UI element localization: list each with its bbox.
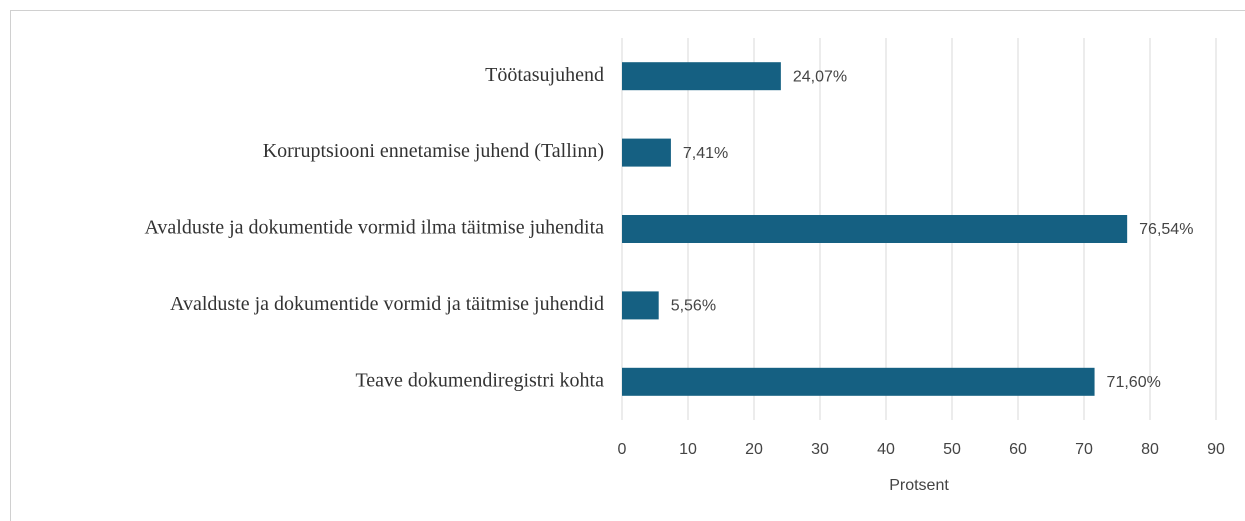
y-tick-label: Avalduste ja dokumentide vormid ja täitm… — [170, 293, 604, 315]
bar — [622, 291, 659, 320]
x-tick-label: 40 — [877, 441, 895, 458]
x-tick-label: 90 — [1207, 441, 1225, 458]
x-tick-label: 30 — [811, 441, 829, 458]
y-tick-label: Töötasujuhend — [485, 64, 604, 86]
x-tick-label: 70 — [1075, 441, 1093, 458]
x-tick-label: 0 — [618, 441, 627, 458]
value-label: 71,60% — [1107, 374, 1161, 391]
value-label: 7,41% — [683, 145, 728, 162]
bar — [622, 367, 1095, 396]
x-tick-label: 60 — [1009, 441, 1027, 458]
y-tick-label: Korruptsiooni ennetamise juhend (Tallinn… — [263, 140, 604, 162]
x-tick-label: 50 — [943, 441, 961, 458]
value-label: 5,56% — [671, 298, 716, 315]
x-axis-title: Protsent — [889, 477, 949, 494]
chart-border — [10, 10, 1245, 521]
bar — [622, 138, 671, 167]
x-tick-label: 20 — [745, 441, 763, 458]
y-tick-label: Teave dokumendiregistri kohta — [355, 369, 604, 391]
x-tick-label: 10 — [679, 441, 697, 458]
bar — [622, 62, 781, 91]
x-tick-label: 80 — [1141, 441, 1159, 458]
y-tick-label: Avalduste ja dokumentide vormid ilma täi… — [144, 217, 604, 239]
bar — [622, 215, 1128, 243]
value-label: 76,54% — [1139, 221, 1193, 238]
value-label: 24,07% — [793, 68, 847, 85]
